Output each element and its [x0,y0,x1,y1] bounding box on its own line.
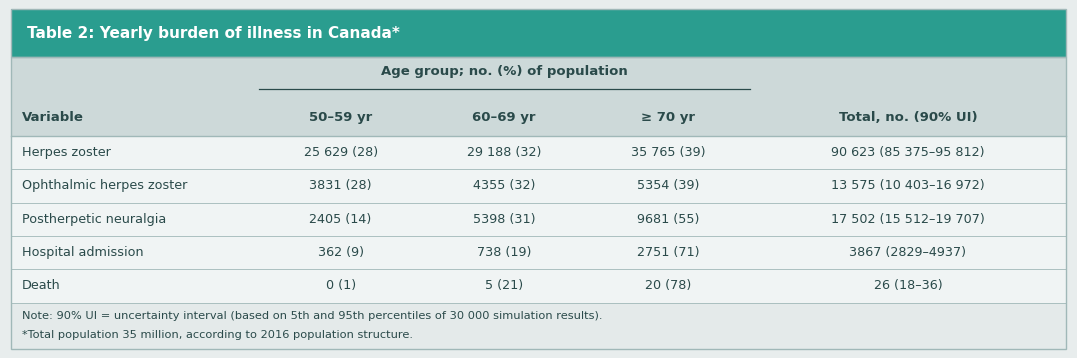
Text: Table 2: Yearly burden of illness in Canada*: Table 2: Yearly burden of illness in Can… [27,26,400,40]
Text: 3831 (28): 3831 (28) [309,179,372,193]
Text: Variable: Variable [22,111,83,124]
Text: Death: Death [22,279,60,292]
Text: Herpes zoster: Herpes zoster [22,146,111,159]
Text: ≥ 70 yr: ≥ 70 yr [641,111,695,124]
Text: 738 (19): 738 (19) [477,246,531,259]
Text: 5 (21): 5 (21) [485,279,523,292]
Text: Ophthalmic herpes zoster: Ophthalmic herpes zoster [22,179,187,193]
Text: 3867 (2829–4937): 3867 (2829–4937) [850,246,966,259]
Text: 29 188 (32): 29 188 (32) [467,146,542,159]
FancyBboxPatch shape [11,98,1066,136]
FancyBboxPatch shape [11,236,1066,269]
Text: *Total population 35 million, according to 2016 population structure.: *Total population 35 million, according … [22,330,412,340]
Text: Age group; no. (%) of population: Age group; no. (%) of population [381,65,628,78]
FancyBboxPatch shape [11,169,1066,203]
Text: 5354 (39): 5354 (39) [637,179,699,193]
Text: Total, no. (90% UI): Total, no. (90% UI) [839,111,977,124]
FancyBboxPatch shape [11,136,1066,169]
Text: 20 (78): 20 (78) [645,279,691,292]
Text: 362 (9): 362 (9) [318,246,364,259]
FancyBboxPatch shape [11,9,1066,57]
Text: 13 575 (10 403–16 972): 13 575 (10 403–16 972) [831,179,984,193]
FancyBboxPatch shape [11,303,1066,349]
Text: 5398 (31): 5398 (31) [473,213,535,226]
Text: 26 (18–36): 26 (18–36) [873,279,942,292]
Text: 2751 (71): 2751 (71) [637,246,699,259]
Text: Note: 90% UI = uncertainty interval (based on 5th and 95th percentiles of 30 000: Note: 90% UI = uncertainty interval (bas… [22,310,602,320]
Text: 17 502 (15 512–19 707): 17 502 (15 512–19 707) [831,213,984,226]
Text: 50–59 yr: 50–59 yr [309,111,373,124]
Text: 2405 (14): 2405 (14) [309,213,372,226]
FancyBboxPatch shape [11,203,1066,236]
Text: 35 765 (39): 35 765 (39) [630,146,705,159]
FancyBboxPatch shape [11,57,1066,98]
Text: 0 (1): 0 (1) [325,279,355,292]
Text: Postherpetic neuralgia: Postherpetic neuralgia [22,213,166,226]
Text: 25 629 (28): 25 629 (28) [304,146,378,159]
Text: 4355 (32): 4355 (32) [473,179,535,193]
Text: 60–69 yr: 60–69 yr [473,111,536,124]
FancyBboxPatch shape [11,269,1066,303]
Text: 9681 (55): 9681 (55) [637,213,699,226]
Text: Hospital admission: Hospital admission [22,246,143,259]
Text: 90 623 (85 375–95 812): 90 623 (85 375–95 812) [831,146,984,159]
